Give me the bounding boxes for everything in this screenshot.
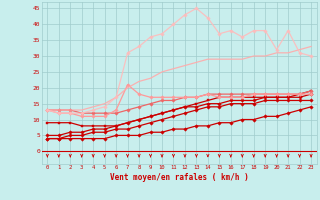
X-axis label: Vent moyen/en rafales ( km/h ): Vent moyen/en rafales ( km/h ): [110, 173, 249, 182]
